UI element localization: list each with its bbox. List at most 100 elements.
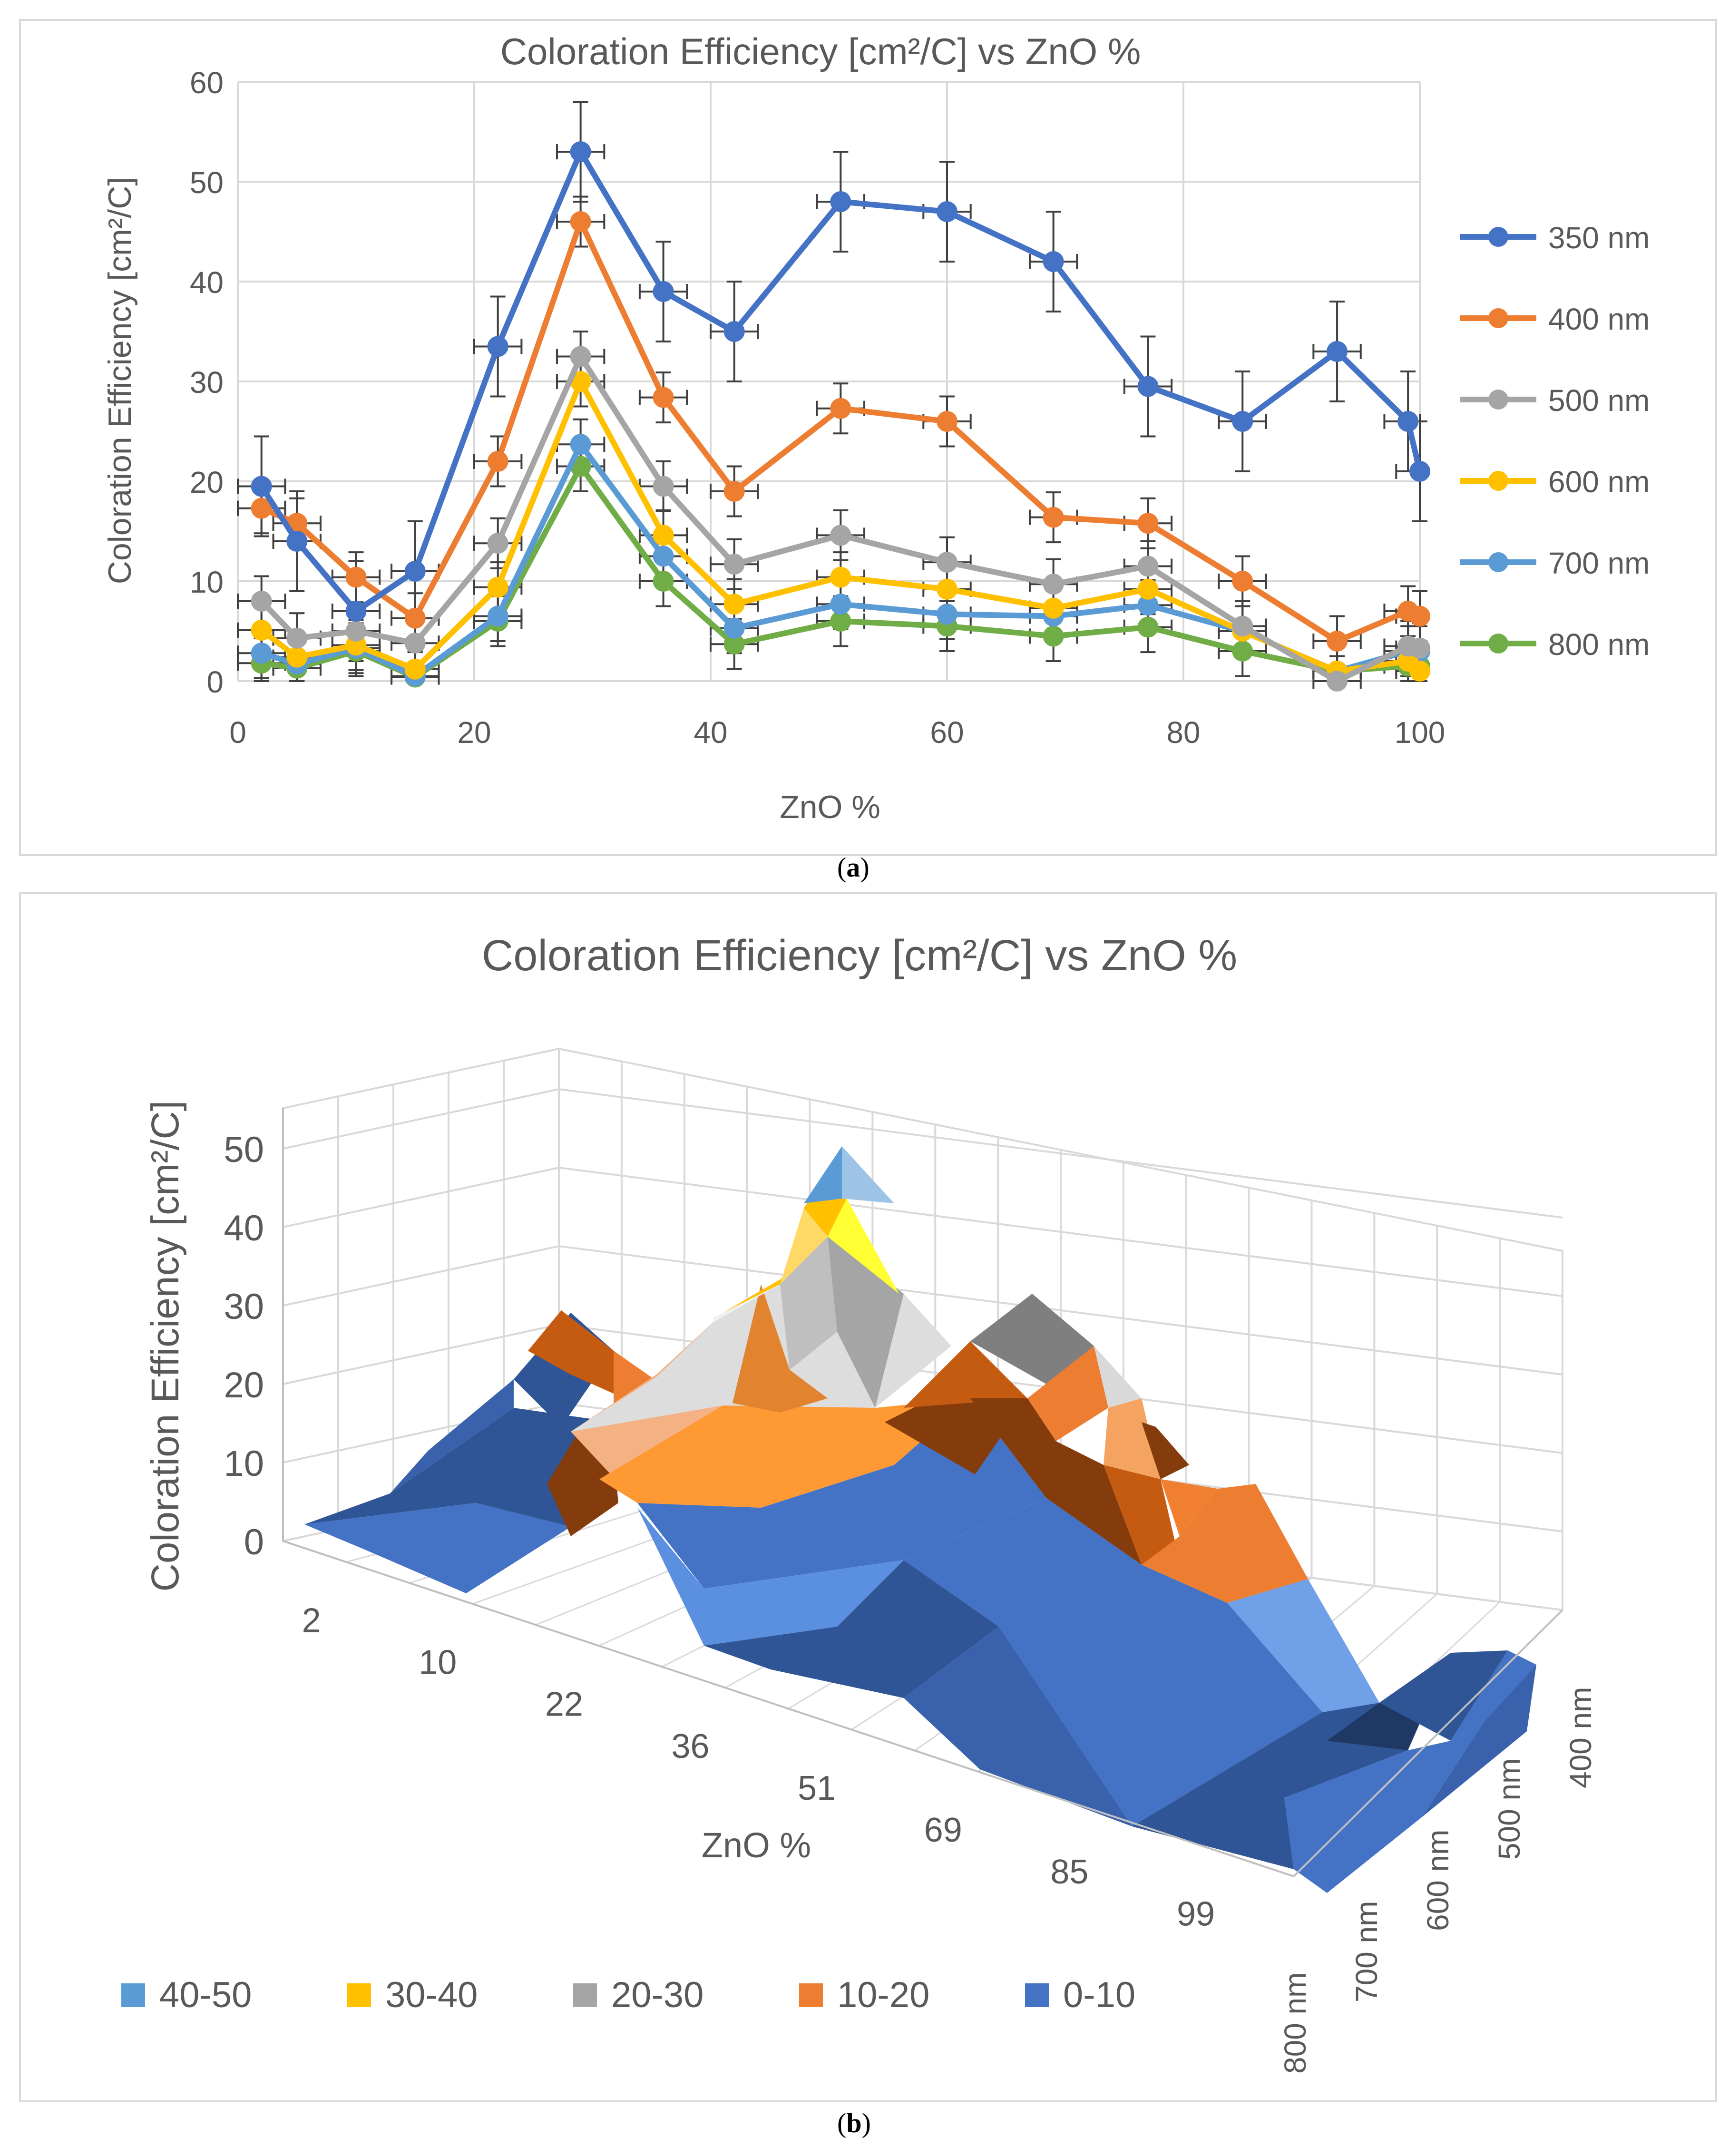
chart-b-xlabel: ZnO % — [702, 1825, 811, 1865]
data-point — [251, 498, 272, 519]
data-point — [723, 594, 745, 615]
surface-patch — [304, 1503, 571, 1593]
chart-b-axes — [282, 1108, 1563, 1877]
surface-patch — [704, 1560, 999, 1698]
surface-patch — [1027, 1346, 1108, 1441]
data-point — [830, 525, 851, 546]
surface-patch — [1142, 1484, 1308, 1603]
data-point — [1409, 637, 1430, 659]
surface-patch — [804, 1146, 842, 1203]
data-point — [1043, 507, 1064, 528]
depth-tick-label: 500 nm — [1492, 1758, 1526, 1860]
data-point — [723, 481, 745, 502]
y-tick-label: 40 — [190, 265, 224, 300]
legend-marker — [1488, 634, 1508, 654]
surface-patch — [599, 1398, 970, 1508]
legend-label: 600 nm — [1548, 465, 1650, 499]
surface-patch — [304, 1408, 614, 1524]
legend-label: 10-20 — [837, 1975, 929, 2015]
data-point — [251, 643, 272, 664]
legend-swatch — [347, 1983, 371, 2007]
x-tick-label: 40 — [693, 715, 727, 750]
data-point — [723, 554, 745, 575]
surface-patch — [713, 1284, 780, 1322]
surface-patch — [528, 1310, 614, 1394]
chart-a-xlabel: ZnO % — [780, 789, 880, 825]
data-point — [487, 451, 508, 472]
chart-b-title: Coloration Efficiency [cm²/C] vs ZnO % — [482, 931, 1237, 980]
data-point — [487, 576, 508, 598]
data-point — [1409, 661, 1430, 682]
z-tick-label: 0 — [244, 1522, 264, 1562]
legend-label: 0-10 — [1063, 1975, 1135, 2015]
x-tick-label: 100 — [1395, 715, 1446, 750]
legend-label: 30-40 — [385, 1975, 478, 2015]
data-point — [1137, 616, 1159, 638]
surface-patch — [1104, 1465, 1175, 1565]
data-point — [830, 594, 851, 615]
depth-tick-label: 700 nm — [1349, 1901, 1384, 2002]
caption-a-letter: a — [846, 852, 860, 883]
z-gridline-side — [283, 1088, 559, 1150]
surface-patch — [904, 1341, 1027, 1408]
chart-b-depth-edge — [1293, 1609, 1563, 1877]
chart-a-legend[interactable]: 350 nm 400 nm 500 nm 600 nm 700 nm 800 nm — [1460, 221, 1650, 662]
y-tick-label: 20 — [190, 465, 224, 499]
legend-label: 40-50 — [159, 1975, 252, 2015]
legend-marker — [1488, 390, 1508, 410]
surface-patch — [1379, 1650, 1508, 1741]
data-point — [653, 546, 674, 567]
data-point — [1327, 631, 1348, 652]
surface-patch — [1284, 1722, 1484, 1893]
legend-swatch — [799, 1983, 823, 2007]
z-tick-label: 40 — [224, 1208, 264, 1249]
surface-patch — [1094, 1346, 1142, 1408]
surface-patch — [780, 1208, 828, 1284]
data-point — [830, 566, 851, 588]
data-point — [570, 211, 591, 232]
surface-patch — [904, 1498, 1322, 1826]
legend-label: 800 nm — [1548, 627, 1650, 662]
data-point — [937, 201, 957, 222]
y-tick-label: 60 — [190, 66, 224, 100]
data-point — [937, 411, 957, 432]
depth-tick-label: 800 nm — [1278, 1972, 1312, 2074]
data-point — [1232, 615, 1253, 637]
x-tick-label: 20 — [457, 715, 491, 750]
panel-a — [19, 19, 1717, 856]
data-point — [286, 531, 308, 552]
z-gridline-side — [283, 1245, 559, 1307]
chart-b-ylabel: Coloration Efficiency [cm²/C] — [144, 1101, 187, 1592]
caption-b: (b) — [837, 2107, 871, 2138]
panel-b — [19, 892, 1717, 2102]
chart-a-ylabel: Coloration Efficiency [cm²/C] — [102, 177, 138, 585]
data-point — [1232, 411, 1253, 432]
y-tick-label: 10 — [190, 565, 224, 599]
data-point — [653, 281, 674, 302]
data-point — [570, 141, 591, 162]
z-tick-label: 50 — [224, 1130, 264, 1170]
chart-b-front-edge — [283, 1540, 1294, 1877]
legend-marker — [1488, 552, 1508, 572]
category-tick-label: 85 — [1050, 1853, 1088, 1891]
data-point — [1043, 251, 1064, 272]
series-line-350-nm — [259, 149, 1423, 614]
category-tick-label: 69 — [924, 1811, 962, 1849]
z-tick-label: 20 — [224, 1365, 264, 1405]
chart-b-tick-labels: 0 10 20 30 40 50 2 10 22 36 51 69 85 99 800 nm 700 nm 60… — [224, 1130, 1598, 2074]
data-point — [723, 321, 745, 342]
z-tick-label: 10 — [224, 1444, 264, 1484]
surface-patch — [970, 1294, 1094, 1384]
data-point — [404, 607, 426, 629]
data-point — [653, 571, 674, 592]
category-tick-label: 51 — [798, 1769, 836, 1807]
depth-tick-label: 400 nm — [1563, 1687, 1598, 1788]
legend-swatch — [121, 1983, 145, 2007]
data-point — [251, 619, 272, 641]
surface-patch — [733, 1284, 828, 1413]
data-point — [487, 605, 508, 627]
chart-b-legend[interactable]: 40-50 30-40 20-30 10-20 0-10 — [121, 1975, 1135, 2015]
data-point — [1409, 605, 1430, 627]
data-point — [404, 658, 426, 680]
data-point — [1327, 671, 1348, 692]
